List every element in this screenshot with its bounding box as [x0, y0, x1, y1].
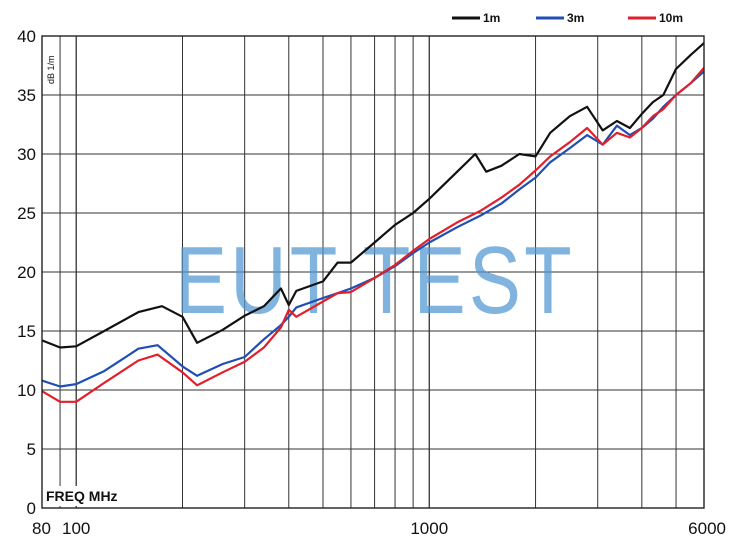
plot-frame: [41, 35, 705, 509]
y-tick-label: 25: [17, 204, 36, 223]
y-tick-label: 10: [17, 381, 36, 400]
y-tick-label: 15: [17, 322, 36, 341]
y-tick-label: 20: [17, 263, 36, 282]
y-tick-label: 30: [17, 145, 36, 164]
x-tick-label: 100: [62, 519, 90, 538]
y-tick-label: 40: [17, 27, 36, 46]
y-tick-labels: 0 5 10 15 20 25 30 35 40: [17, 27, 36, 518]
y-tick-label: 35: [17, 86, 36, 105]
legend-label-10m: 10m: [659, 11, 683, 25]
y-tick-label: 5: [27, 440, 36, 459]
legend-label-1m: 1m: [483, 11, 500, 25]
x-tick-label: 1000: [410, 519, 448, 538]
x-axis-title-box: [43, 486, 147, 506]
x-tick-label: 6000: [688, 519, 726, 538]
series-lines: [41, 42, 705, 403]
series-line-10m: [41, 67, 705, 403]
series-line-1m: [41, 42, 705, 349]
series-line-3m: [41, 70, 705, 388]
legend-label-3m: 3m: [567, 11, 584, 25]
legend: 1m 3m 10m: [452, 11, 683, 25]
x-tick-label: 80: [32, 519, 51, 538]
x-tick-labels: 80 100 1000 6000: [32, 519, 726, 538]
y-tick-label: 0: [27, 499, 36, 518]
y-unit-label: dB 1/m: [46, 55, 56, 84]
x-axis-title: FREQ MHz: [46, 488, 118, 504]
grid-lines: [42, 36, 704, 508]
